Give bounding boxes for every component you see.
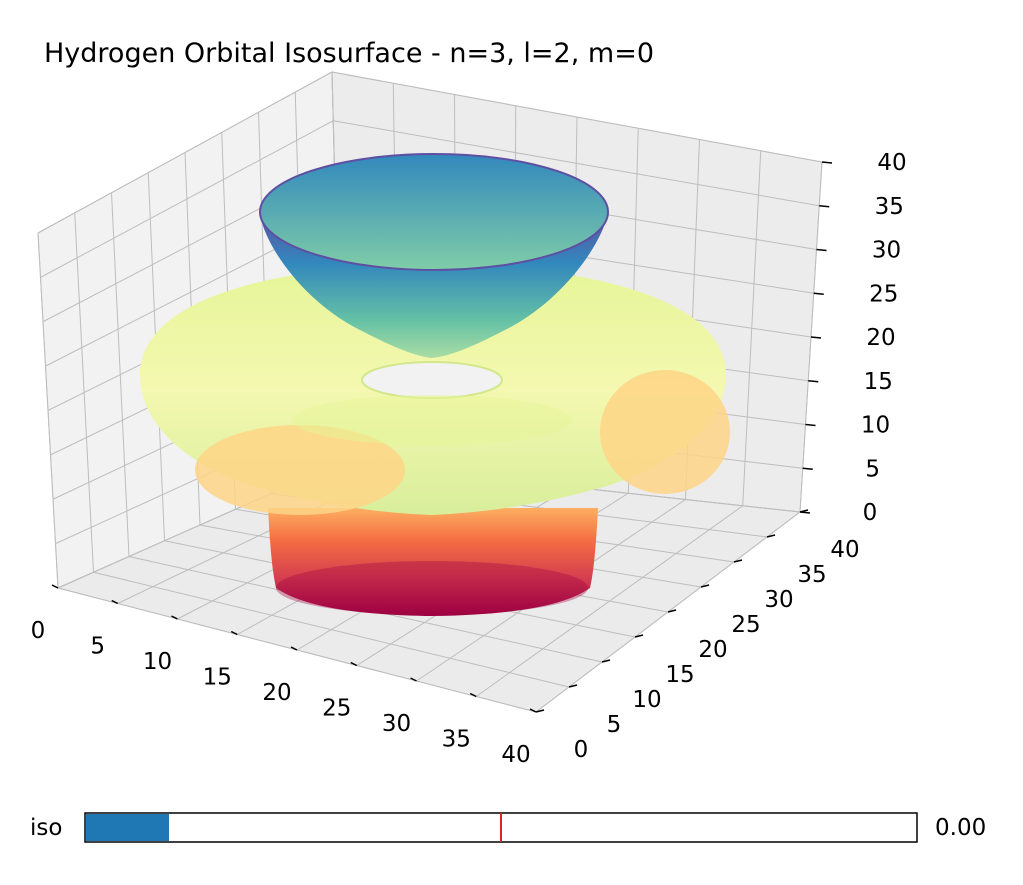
y-grid-line [111,192,130,557]
x-tick-label: 40 [501,742,530,768]
orbital-isosurface [140,153,730,616]
y-grid-line [37,232,59,589]
x-tick-mark [529,708,537,713]
y-tick-label: 20 [698,637,727,663]
y-tick-mark [766,534,776,538]
x-tick-mark [111,599,119,605]
x-tick-label: 10 [143,649,172,675]
slider-fill [86,814,169,841]
z-tick-mark [821,161,833,164]
z-tick-mark [799,511,811,514]
z-tick-label: 30 [872,238,901,264]
z-tick-mark [813,292,824,295]
x-tick-label: 15 [203,665,232,691]
x-tick-label: 20 [262,680,291,706]
lower-lobe [268,508,598,616]
z-tick-label: 10 [861,413,890,439]
x-tick-mark [469,692,477,698]
z-tick-label: 0 [863,500,878,526]
z-tick-label: 25 [869,281,898,307]
x-tick-label: 35 [442,727,471,753]
y-tick-label: 0 [574,737,589,763]
x-tick-mark [410,677,417,682]
x-tick-label: 0 [31,618,46,644]
x-tick-label: 5 [90,634,105,660]
z-tick-label: 35 [875,194,904,220]
x-tick-mark [350,661,358,667]
y-tick-mark [568,684,578,688]
z-tick-mark [810,336,822,339]
x-tick-mark [230,630,238,636]
middle-torus [140,265,730,515]
chart-title: Hydrogen Orbital Isosurface - n=3, l=2, … [44,38,654,69]
z-tick-mark [816,248,827,252]
x-tick-mark [171,615,178,620]
y-tick-mark [535,709,545,713]
x-tick-label: 25 [322,696,351,722]
iso-slider[interactable]: iso 0.00 [30,812,986,843]
y-tick-label: 5 [607,712,622,738]
y-tick-label: 15 [665,662,694,688]
z-tick-label: 15 [864,369,893,395]
z-tick-mark [819,205,830,208]
x-tick-mark [290,646,298,651]
y-tick-label: 25 [731,612,760,638]
slider-value: 0.00 [935,815,986,841]
x-tick-mark [51,584,59,589]
y-tick-label: 30 [764,587,793,613]
slider-label: iso [30,815,62,841]
y-tick-mark [667,609,677,613]
y-tick-mark [634,634,644,638]
upper-lobe [259,153,609,358]
z-tick-mark [802,467,813,470]
y-tick-mark [601,659,611,663]
y-grid-line [93,571,570,688]
z-tick-label: 5 [865,456,880,482]
x-grid-line [742,150,762,506]
y-tick-mark [733,559,743,563]
y-tick-label: 40 [830,537,859,563]
y-grid-line [74,212,94,573]
z-tick-label: 20 [866,325,895,351]
y-tick-mark [700,584,710,588]
z-tick-mark [808,380,819,383]
y-tick-label: 35 [797,562,826,588]
z-tick-mark [805,423,816,427]
z-tick-label: 40 [877,150,906,176]
y-tick-label: 10 [632,687,661,713]
x-tick-label: 30 [382,711,411,737]
